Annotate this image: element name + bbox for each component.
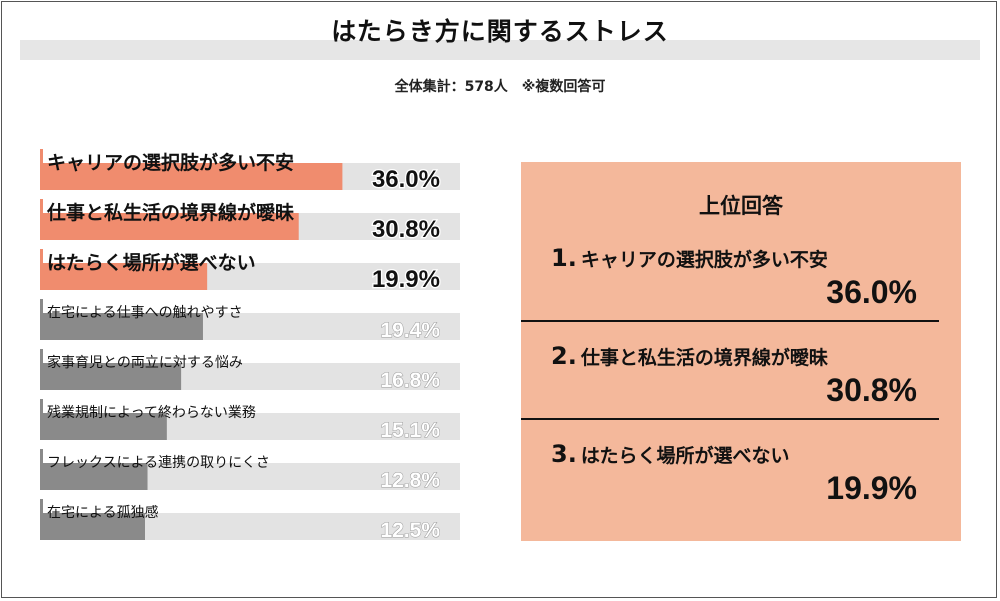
rank-item-3: 3. はたらく場所が選べない 19.9%: [521, 440, 961, 540]
rank-item-1: 1. キャリアの選択肢が多い不安 36.0%: [521, 244, 961, 344]
bar-value-1: 36.0%: [372, 166, 440, 193]
rank-divider-1: [521, 320, 939, 322]
rank-text-2: 仕事と私生活の境界線が曖昧: [580, 347, 828, 369]
rank-label-3: 3. はたらく場所が選べない: [551, 440, 789, 468]
rank-number-3: 3.: [551, 440, 577, 468]
bar-value-3: 19.9%: [372, 266, 440, 293]
chart-subtitle: 全体集計：578人 ※複数回答可: [394, 79, 606, 95]
bar-8: [40, 513, 145, 540]
bar-accent-6: [40, 399, 43, 423]
bar-value-5: 16.8%: [380, 369, 440, 392]
bar-6: [40, 413, 167, 440]
rank-number-1: 1.: [551, 244, 577, 272]
bar-4: [40, 313, 203, 340]
bar-label-8: 在宅による孤独感: [47, 504, 159, 521]
bar-accent-3: [40, 249, 43, 273]
bar-value-7: 12.8%: [380, 469, 440, 492]
bar-accent-4: [40, 299, 43, 323]
bar-label-6: 残業規制によって終わらない業務: [47, 405, 256, 421]
bar-value-2: 30.8%: [372, 216, 440, 243]
bar-7: [40, 463, 148, 490]
rank-number-2: 2.: [551, 342, 577, 370]
top-answers-panel: 上位回答 1. キャリアの選択肢が多い不安 36.0% 2. 仕事と私生活の境界線が…: [521, 162, 961, 541]
chart-title: はたらき方に関するストレス: [331, 17, 669, 46]
bar-label-4: 在宅による仕事への触れやすさ: [47, 305, 243, 321]
bar-accent-8: [40, 499, 43, 523]
rank-text-3: はたらく場所が選べない: [580, 445, 790, 467]
rank-label-2: 2. 仕事と私生活の境界線が曖昧: [551, 342, 828, 370]
bar-value-8: 12.5%: [380, 519, 440, 542]
bar-label-1: キャリアの選択肢が多い不安: [47, 151, 294, 174]
bar-1: [40, 163, 343, 190]
bar-value-6: 15.1%: [380, 419, 440, 442]
rank-value-2: 30.8%: [826, 372, 917, 408]
bar-2: [40, 213, 299, 240]
rank-value-3: 19.9%: [826, 470, 917, 506]
panel-title: 上位回答: [699, 194, 783, 218]
rank-label-1: 1. キャリアの選択肢が多い不安: [551, 244, 828, 272]
rank-item-2: 2. 仕事と私生活の境界線が曖昧 30.8%: [521, 342, 961, 442]
bar-label-2: 仕事と私生活の境界線が曖昧: [46, 201, 295, 224]
bar-5: [40, 363, 182, 390]
rank-value-1: 36.0%: [826, 274, 917, 310]
title-band: [20, 40, 980, 60]
bar-3: [40, 263, 208, 290]
bar-label-3: はたらく場所が選べない: [47, 251, 256, 274]
bar-accent-2: [40, 199, 43, 223]
bar-value-4: 19.4%: [380, 319, 440, 342]
bar-label-7: フレックスによる連携の取りにくさ: [47, 455, 270, 471]
rank-text-1: キャリアの選択肢が多い不安: [580, 249, 828, 271]
bar-accent-5: [40, 349, 43, 373]
bar-accent-1: [40, 149, 43, 173]
rank-divider-2: [521, 418, 939, 420]
bar-label-5: 家事育児との両立に対する悩み: [47, 354, 243, 371]
bar-accent-7: [40, 449, 43, 473]
